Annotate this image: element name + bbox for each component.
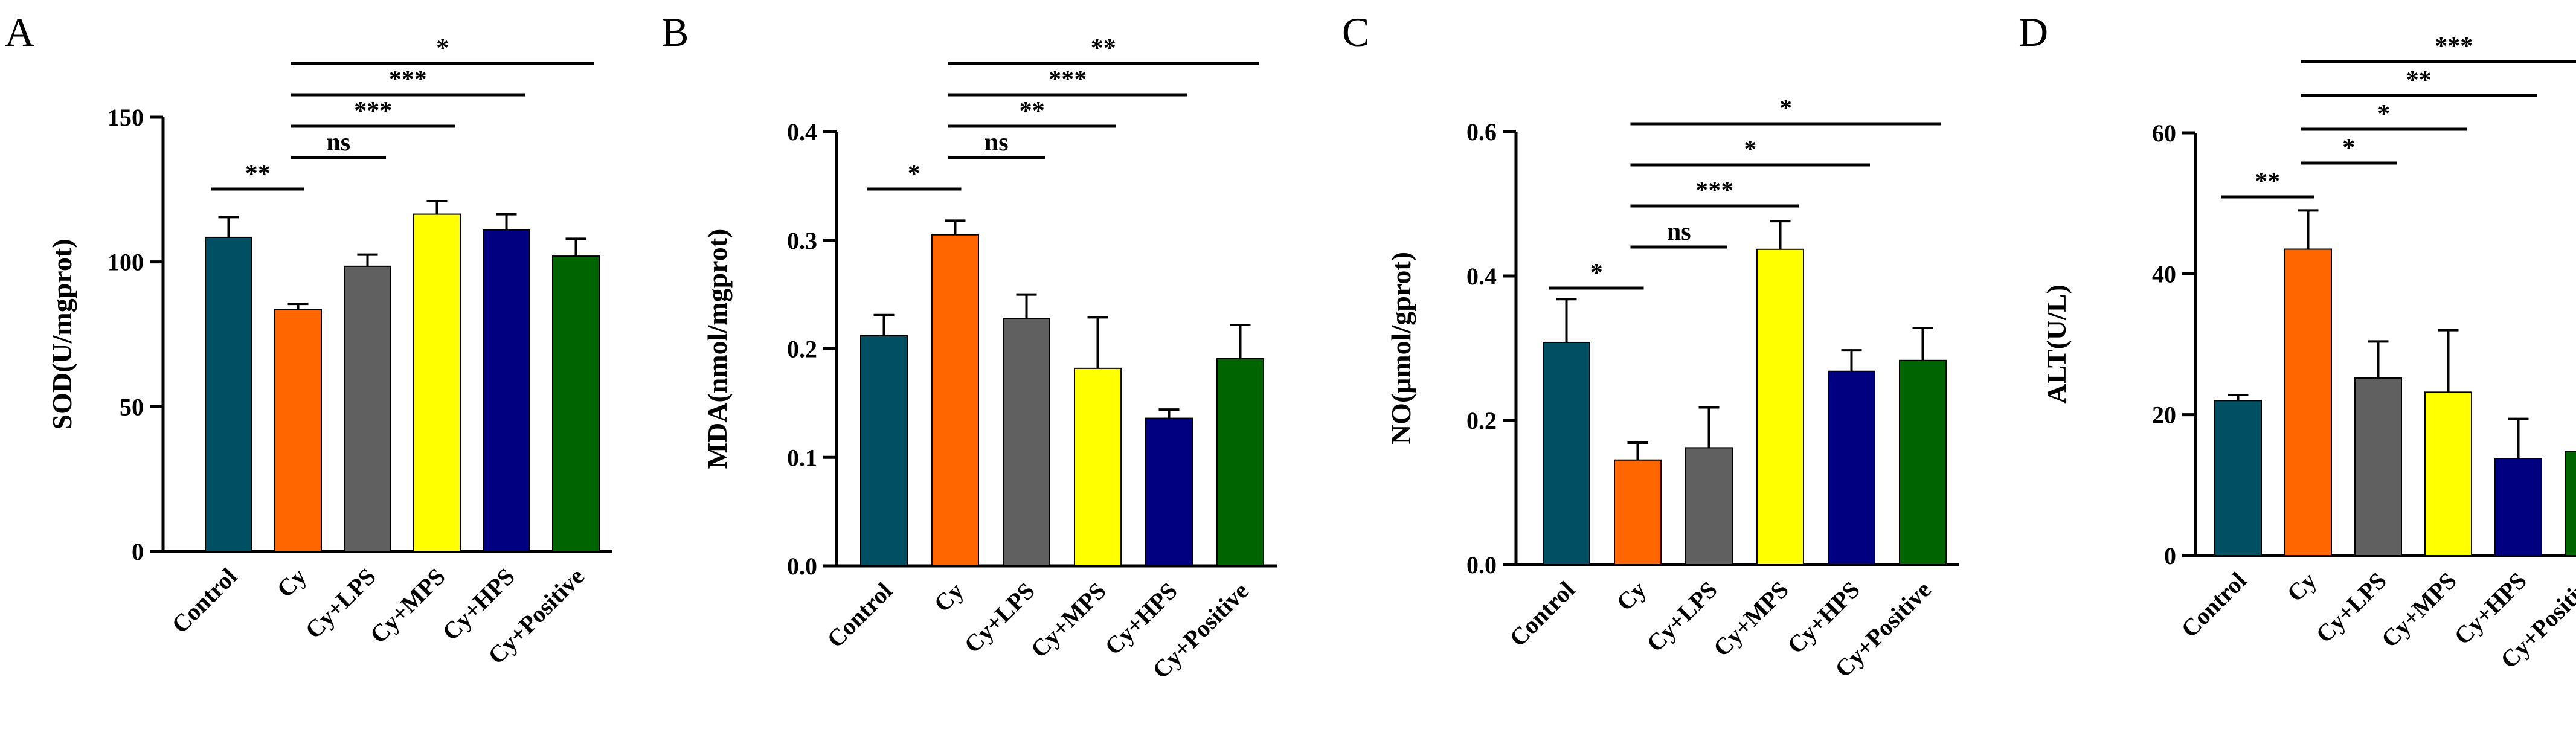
panel-letter: D [2019, 9, 2048, 55]
bar-cy-mps [413, 213, 461, 552]
chart-panel-b: B 0.0 0.1 0.2 0.3 0.4 MDA(nmol/mgprot) Control C… [661, 9, 1277, 684]
bar-cy-mps [1074, 367, 1122, 566]
y-axis-label: MDA(nmol/mgprot) [702, 229, 733, 469]
x-tick-label: Control [166, 563, 242, 639]
x-tick-label: Cy [271, 563, 311, 603]
y-tick-label: 150 [108, 104, 144, 131]
x-tick-label: Cy [2281, 567, 2321, 607]
x-tick-label: Cy+MPS [365, 563, 451, 649]
significance-label: ns [326, 129, 350, 156]
y-tick-label: 100 [108, 249, 144, 276]
y-axis-label: SOD(U/mgprot) [47, 239, 77, 429]
x-tick-label: Control [1504, 576, 1580, 652]
bar-cy-hps [1828, 370, 1875, 565]
bar-control [1543, 341, 1590, 565]
bar-cy [2284, 248, 2332, 556]
bar-cy-positive [1899, 359, 1947, 565]
y-tick-label: 0.0 [787, 553, 817, 580]
x-tick-label: Cy+MPS [1026, 577, 1111, 663]
significance-label: * [2342, 134, 2355, 162]
bar-cy-lps [1685, 447, 1733, 565]
panel-letter: B [661, 9, 689, 55]
significance-label: * [908, 160, 920, 188]
bar-cy-positive [2565, 451, 2576, 556]
bar-cy-lps [344, 265, 391, 552]
panel-letter: A [5, 9, 34, 55]
x-tick-label: Cy [928, 577, 968, 617]
y-tick-label: 40 [2152, 260, 2176, 287]
significance-label: * [2377, 100, 2390, 128]
y-tick-label: 0 [2164, 542, 2176, 570]
y-tick-label: 20 [2152, 402, 2176, 429]
y-tick-label: 0.4 [1466, 263, 1497, 290]
bar-cy-mps [1756, 248, 1804, 566]
bar-cy-hps [1145, 417, 1193, 566]
bar-control [2214, 400, 2262, 556]
significance-label: * [1779, 95, 1792, 123]
significance-label: *** [1049, 66, 1087, 94]
x-tick-label: Cy+MPS [2376, 567, 2462, 653]
bar-cy [1614, 459, 1662, 565]
y-tick-label: 0 [132, 538, 144, 565]
y-tick-label: 0.6 [1466, 118, 1497, 146]
significance-label: ns [984, 129, 1009, 156]
x-tick-label: Control [821, 577, 898, 653]
bar-cy [931, 234, 979, 566]
significance-label: ** [245, 160, 271, 188]
bar-cy-positive [1216, 358, 1264, 566]
y-axis-label: ALT(U/L) [2041, 284, 2072, 404]
significance-label: * [436, 34, 449, 62]
y-axis-label: NO(μmol/gprot) [1386, 252, 1416, 444]
panel-letter: C [1342, 9, 1369, 55]
y-tick-label: 0.3 [787, 227, 817, 254]
y-tick-label: 0.2 [1466, 407, 1497, 434]
significance-label: ** [1091, 34, 1116, 62]
y-tick-label: 50 [120, 393, 144, 420]
significance-label: * [1590, 259, 1603, 287]
significance-label: *** [354, 97, 392, 125]
x-tick-label: Cy [1611, 576, 1651, 616]
y-tick-label: 0.4 [787, 118, 817, 146]
significance-label: ** [2255, 168, 2280, 196]
significance-label: *** [389, 66, 427, 94]
bar-cy-lps [1003, 318, 1050, 566]
y-tick-label: 60 [2152, 120, 2176, 147]
bar-cy-hps [2494, 458, 2542, 556]
significance-label: *** [2435, 33, 2473, 60]
bar-control [205, 236, 252, 552]
significance-label: *** [1695, 177, 1733, 205]
bar-control [860, 335, 908, 566]
significance-label: ns [1667, 218, 1691, 246]
y-tick-label: 0.2 [787, 336, 817, 363]
y-tick-label: 0.1 [787, 444, 817, 471]
x-tick-label: Control [2176, 567, 2252, 643]
significance-label: * [1744, 136, 1756, 164]
x-tick-label: Cy+MPS [1708, 576, 1794, 662]
bar-cy-hps [483, 229, 530, 552]
y-tick-label: 0.0 [1466, 551, 1497, 579]
significance-label: ** [2406, 66, 2432, 94]
significance-label: ** [1020, 97, 1045, 125]
bar-cy-mps [2424, 391, 2472, 556]
bar-cy-lps [2354, 377, 2402, 556]
bar-cy-positive [552, 255, 600, 552]
chart-panel-c: C0.00.20.40.6NO(μmol/gprot)Control CyCy+L… [1342, 9, 1959, 682]
bar-cy [274, 309, 322, 552]
